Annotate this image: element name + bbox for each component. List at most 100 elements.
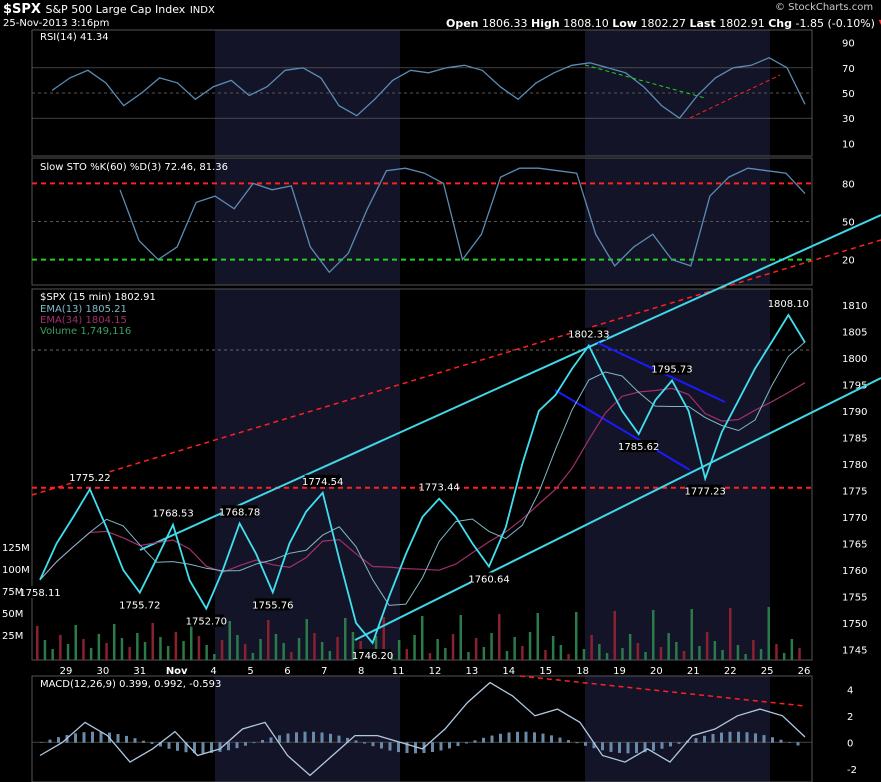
macd-hist-bar-24 bbox=[244, 742, 247, 746]
annotation-bg-2 bbox=[155, 506, 192, 519]
volume-bar-36 bbox=[313, 633, 316, 660]
price-tick-13: 1745 bbox=[842, 645, 867, 656]
annotation-bg-14 bbox=[687, 484, 724, 497]
x-tick-5: 5 bbox=[247, 666, 253, 677]
annotation-label-6: 1755.76 bbox=[252, 600, 293, 611]
macd-hist-bar-30 bbox=[295, 732, 298, 743]
volume-bar-70 bbox=[575, 612, 578, 660]
annotation-label-9: 1773.44 bbox=[418, 483, 459, 494]
volume-bar-18 bbox=[174, 632, 178, 660]
volume-bar-11 bbox=[120, 638, 124, 660]
annotation-bg-5 bbox=[221, 505, 258, 518]
volume-bar-83 bbox=[675, 642, 678, 660]
x-tick-0: 29 bbox=[60, 666, 73, 677]
volume-bar-93 bbox=[752, 640, 755, 660]
sto-tick-0: 80 bbox=[842, 179, 855, 190]
annotation-label-10: 1760.64 bbox=[468, 575, 509, 586]
high-value: 1808.10 bbox=[563, 17, 609, 30]
volume-bar-95 bbox=[767, 607, 770, 660]
macd-hist-bar-15 bbox=[167, 742, 171, 749]
open-value: 1806.33 bbox=[482, 17, 528, 30]
volume-bar-68 bbox=[559, 645, 563, 660]
volume-bar-97 bbox=[782, 653, 786, 660]
x-tick-6: 6 bbox=[284, 666, 290, 677]
macd-hist-bar-25 bbox=[252, 742, 256, 744]
macd-hist-bar-75 bbox=[677, 742, 681, 744]
rsi-tick-2: 50 bbox=[842, 89, 855, 100]
price-tick-8: 1770 bbox=[842, 513, 867, 524]
volume-bar-2 bbox=[51, 649, 54, 660]
volume-tick-0: 125M bbox=[2, 543, 30, 554]
chg-label: Chg bbox=[768, 17, 792, 30]
price-tick-7: 1775 bbox=[842, 486, 867, 497]
x-tick-12: 14 bbox=[502, 666, 515, 677]
volume-bar-0 bbox=[36, 626, 39, 660]
macd-hist-bar-40 bbox=[380, 742, 383, 749]
macd-hist-bar-86 bbox=[771, 737, 774, 743]
x-tick-17: 21 bbox=[687, 666, 700, 677]
volume-bar-55 bbox=[459, 615, 462, 660]
volume-bar-82 bbox=[667, 633, 670, 660]
volume-bar-26 bbox=[236, 635, 239, 660]
rsi-series-line bbox=[51, 56, 806, 120]
volume-bar-54 bbox=[451, 634, 455, 660]
macd-hist-bar-4 bbox=[74, 733, 77, 743]
volume-bar-98 bbox=[790, 639, 794, 660]
volume-bar-24 bbox=[220, 640, 224, 660]
down-arrow-icon: ▼ bbox=[878, 17, 881, 30]
volume-bar-9 bbox=[105, 643, 108, 660]
open-label: Open bbox=[446, 17, 479, 30]
shade-band-price-1 bbox=[585, 289, 770, 660]
chart-date: 25-Nov-2013 3:16pm bbox=[3, 18, 110, 29]
annotation-bg-6 bbox=[254, 598, 291, 611]
price-tick-10: 1760 bbox=[842, 566, 867, 577]
macd-hist-bar-88 bbox=[788, 742, 791, 743]
macd-hist-bar-39 bbox=[371, 742, 375, 747]
price-tick-5: 1785 bbox=[842, 433, 867, 444]
macd-hist-bar-60 bbox=[550, 735, 553, 743]
volume-bar-52 bbox=[436, 639, 439, 660]
panel-frame-macd bbox=[31, 675, 813, 782]
annotation-bg-15 bbox=[770, 296, 807, 309]
volume-bar-62 bbox=[513, 637, 516, 660]
shade-band-macd-0 bbox=[215, 676, 400, 782]
macd-hist-bar-14 bbox=[159, 742, 162, 747]
macd-hist-bar-61 bbox=[558, 737, 562, 743]
macd-hist-bar-64 bbox=[584, 742, 587, 746]
macd-divergence-red bbox=[519, 675, 806, 707]
macd-hist-bar-81 bbox=[728, 731, 732, 743]
macd-hist-bar-71 bbox=[643, 742, 647, 753]
sto-tick-2: 20 bbox=[842, 256, 855, 267]
annotation-bg-3 bbox=[121, 598, 158, 611]
price-tick-0: 1810 bbox=[842, 301, 867, 312]
macd-hist-bar-50 bbox=[465, 742, 468, 744]
macd-hist-bar-22 bbox=[227, 742, 230, 751]
macd-hist-bar-69 bbox=[626, 742, 630, 754]
macd-hist-bar-57 bbox=[524, 731, 528, 743]
volume-bar-12 bbox=[128, 647, 131, 660]
macd-hist-bar-12 bbox=[142, 740, 145, 743]
volume-bar-30 bbox=[267, 620, 270, 660]
volume-bar-94 bbox=[759, 649, 763, 660]
annotation-bg-13 bbox=[620, 440, 657, 453]
x-tick-20: 26 bbox=[798, 666, 811, 677]
macd-hist-bar-36 bbox=[346, 737, 349, 743]
macd-hist-bar-38 bbox=[363, 742, 366, 744]
macd-hist-bar-66 bbox=[601, 742, 604, 751]
x-tick-18: 22 bbox=[724, 666, 737, 677]
macd-hist-bar-28 bbox=[278, 735, 281, 743]
volume-legend: Volume 1,749,116 bbox=[40, 326, 131, 337]
macd-tick-2: 0 bbox=[847, 738, 853, 749]
macd-hist-bar-83 bbox=[745, 732, 749, 743]
macd-hist-bar-32 bbox=[312, 731, 315, 743]
volume-bar-57 bbox=[474, 638, 478, 660]
volume-bar-31 bbox=[274, 634, 278, 660]
macd-hist-bar-0 bbox=[40, 742, 43, 743]
x-tick-9: 11 bbox=[392, 666, 405, 677]
annotation-bg-7 bbox=[304, 474, 341, 487]
annotation-bg-1 bbox=[71, 471, 108, 484]
volume-bar-1 bbox=[43, 640, 47, 660]
macd-hist-bar-49 bbox=[456, 742, 460, 747]
volume-bar-77 bbox=[628, 634, 632, 660]
annotation-label-3: 1755.72 bbox=[119, 601, 160, 612]
